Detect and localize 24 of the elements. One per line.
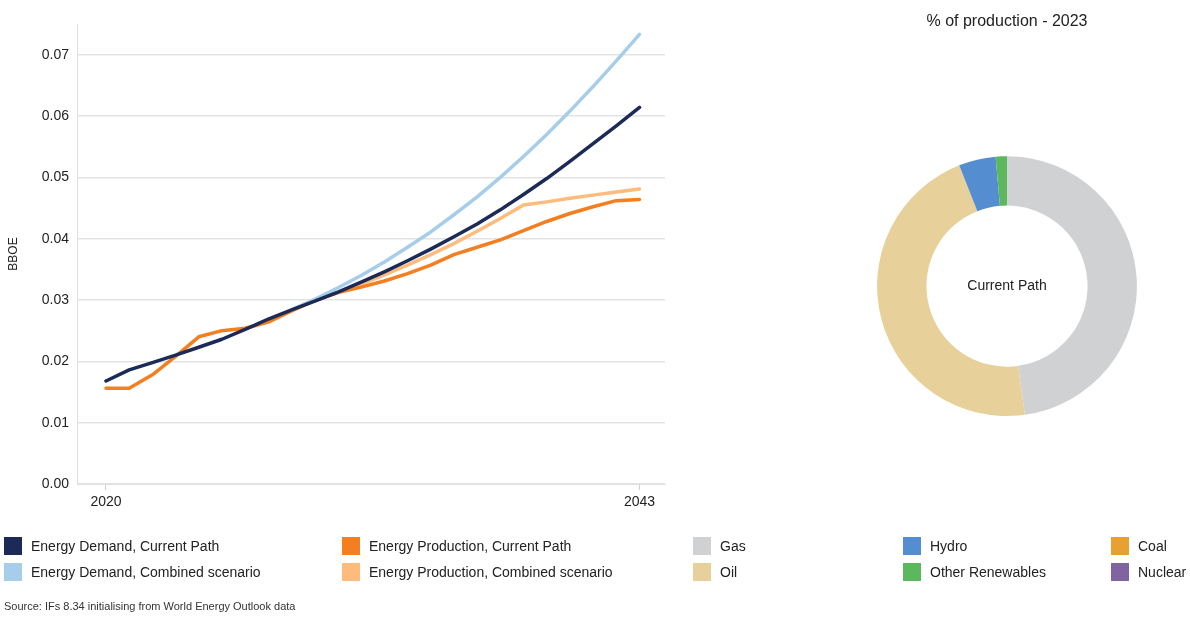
- legend-label: Hydro: [930, 538, 968, 554]
- legend-label: Gas: [720, 538, 746, 554]
- y-tick-label: 0.01: [41, 413, 70, 430]
- legend-label: Other Renewables: [930, 564, 1046, 580]
- source-note: Source: IFs 8.34 initialising from World Energy Outlook data: [4, 600, 296, 612]
- x-tick-label: 2043: [623, 493, 656, 510]
- y-tick-label: 0.07: [41, 45, 70, 62]
- y-tick-label: 0.00: [41, 474, 70, 491]
- legend-label: Coal: [1138, 538, 1167, 554]
- y-tick-label: 0.03: [41, 290, 70, 307]
- legend-label: Energy Demand, Current Path: [31, 538, 220, 554]
- legend-label: Nuclear: [1138, 564, 1187, 580]
- y-tick-label: 0.06: [41, 106, 70, 123]
- legend-label: Energy Production, Combined scenario: [369, 564, 613, 580]
- legend-label: Energy Demand, Combined scenario: [31, 564, 261, 580]
- legend-label: Energy Production, Current Path: [369, 538, 572, 554]
- y-tick-label: 0.02: [41, 352, 70, 369]
- x-tick-label: 2020: [90, 493, 122, 510]
- y-tick-label: 0.05: [41, 168, 70, 185]
- y-tick-label: 0.04: [41, 229, 70, 246]
- chart-title: % of production - 2023: [926, 12, 1088, 30]
- text: Current Path: [967, 276, 1047, 293]
- legend-label: Oil: [720, 564, 738, 580]
- y-axis-title: BBOE: [5, 237, 20, 271]
